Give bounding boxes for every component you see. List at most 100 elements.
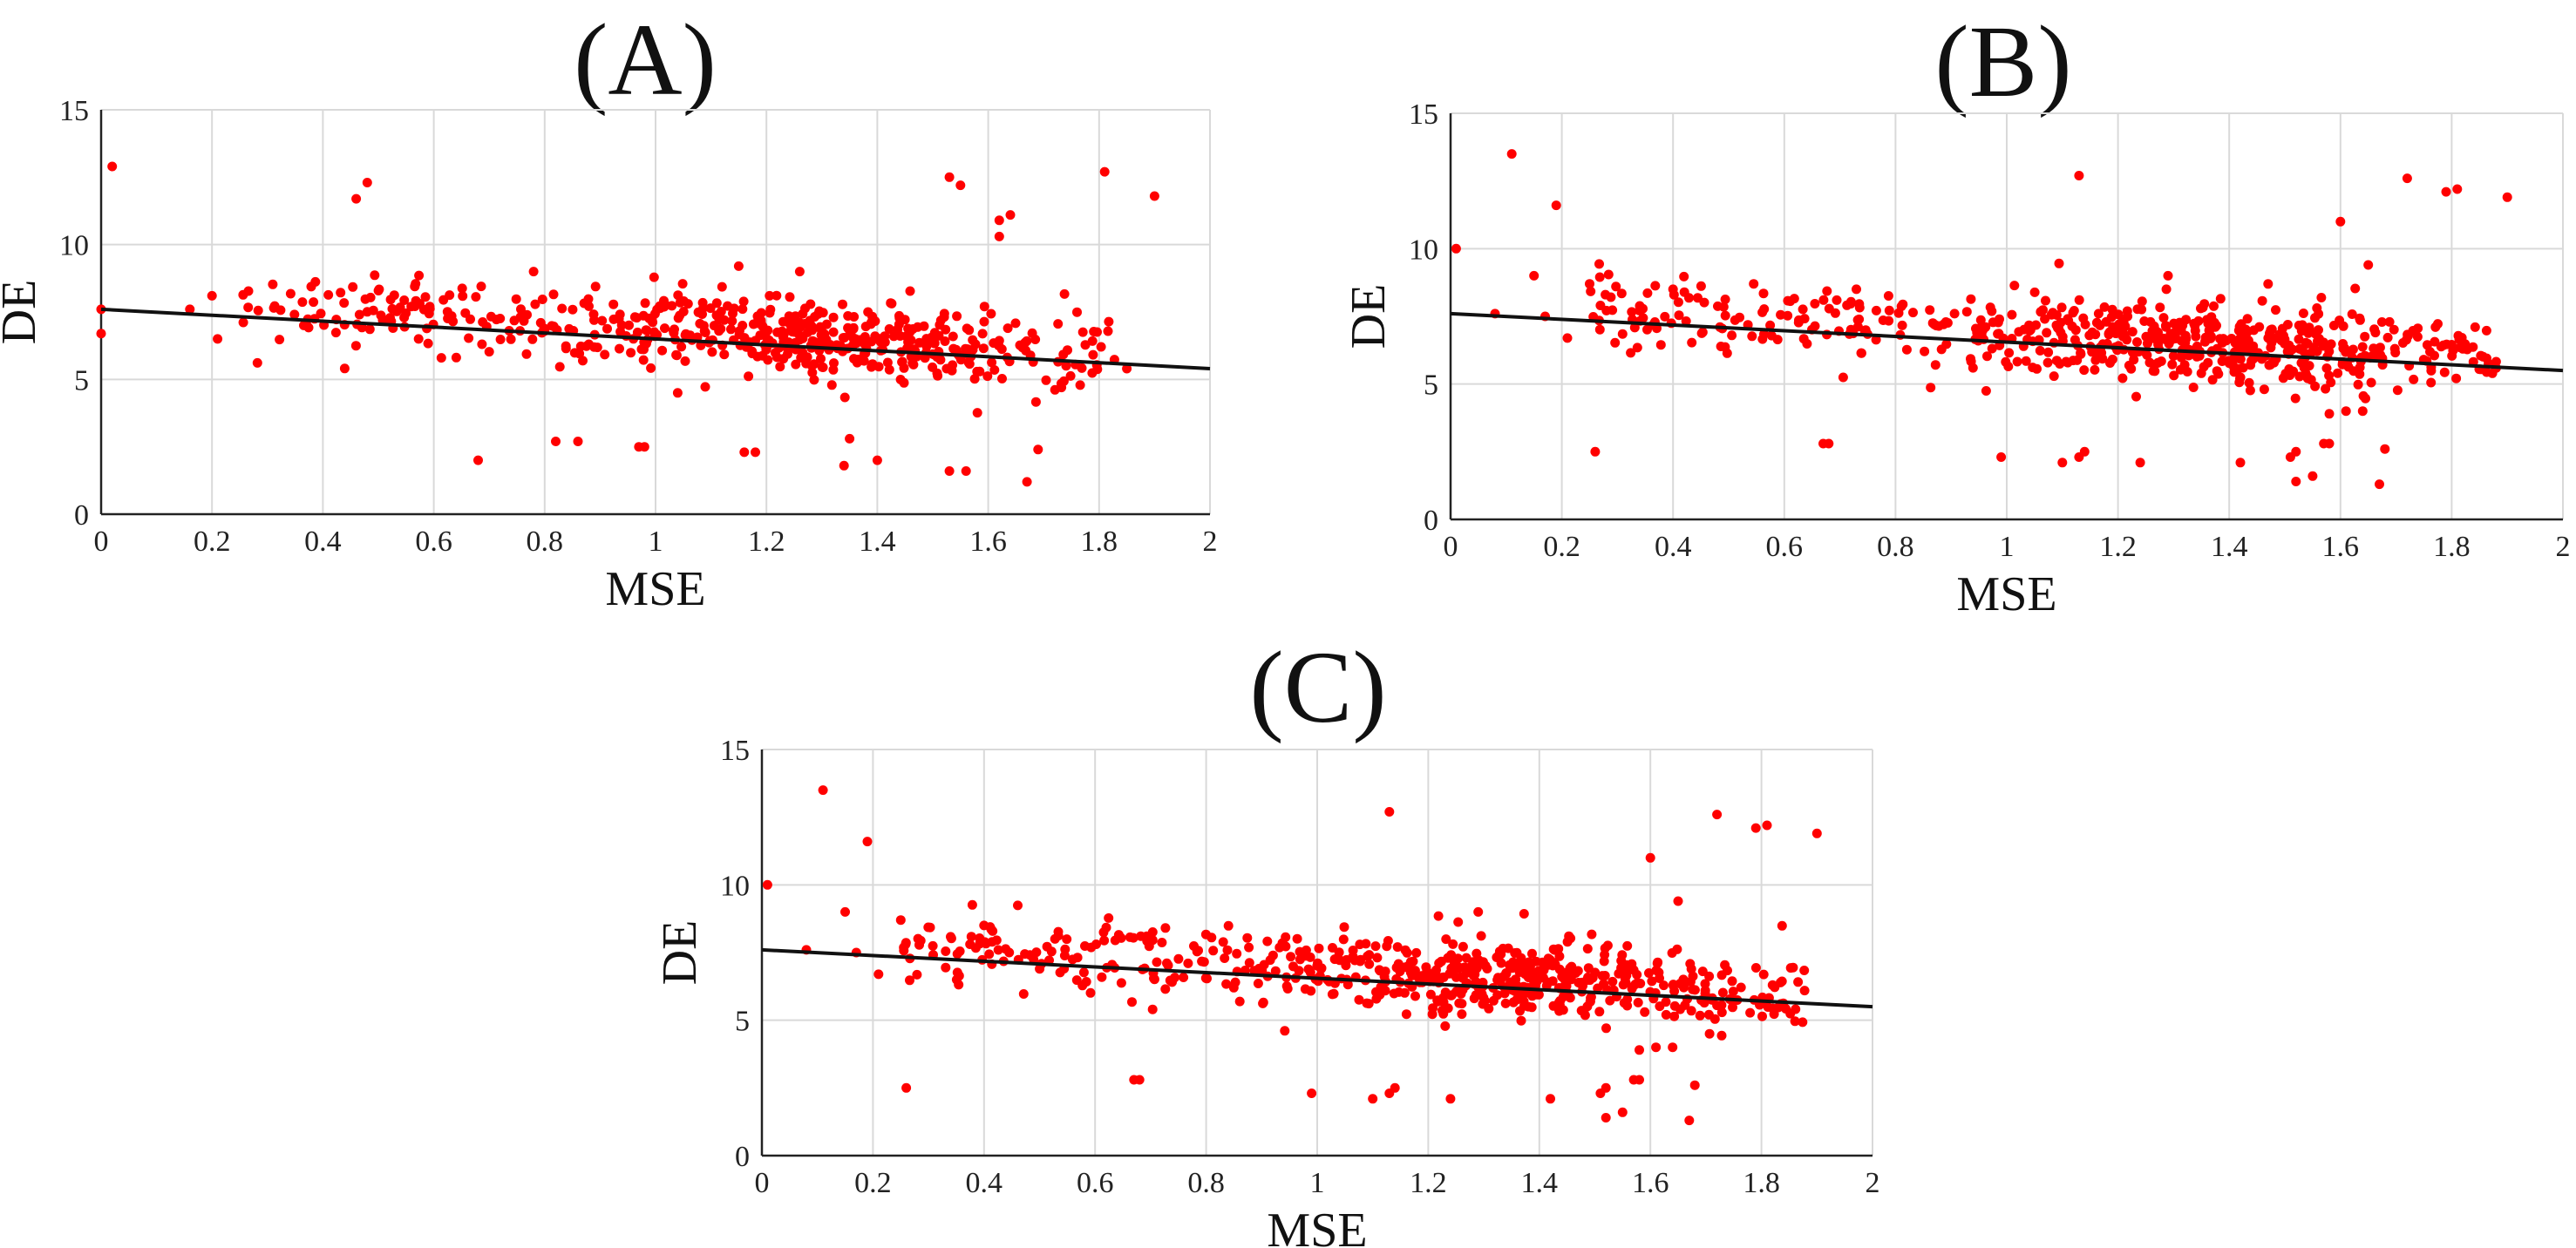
data-point: [709, 321, 719, 331]
x-tick-label: 0.6: [1077, 1167, 1114, 1199]
data-point: [978, 343, 989, 354]
data-point: [2091, 348, 2102, 358]
data-point: [1594, 1007, 1605, 1017]
data-point: [1856, 348, 1866, 358]
data-point: [1788, 962, 1798, 973]
data-point: [2426, 377, 2437, 388]
data-point: [1884, 305, 1894, 315]
data-point: [2409, 374, 2419, 384]
data-point: [2482, 367, 2491, 377]
data-point: [362, 178, 372, 187]
data-point: [336, 288, 346, 298]
data-point: [1926, 383, 1936, 393]
data-point: [1642, 288, 1653, 298]
x-tick-label: 0: [94, 526, 109, 558]
data-point: [1674, 310, 1684, 321]
data-point: [339, 298, 350, 309]
data-point: [530, 299, 540, 309]
data-point: [2355, 315, 2365, 325]
data-point: [1700, 979, 1710, 989]
data-point: [2199, 299, 2210, 309]
data-point: [2104, 329, 2114, 340]
data-point: [2375, 479, 2384, 490]
data-point: [1587, 929, 1597, 939]
data-point: [2259, 384, 2269, 395]
data-point: [2070, 325, 2081, 336]
data-point: [839, 460, 849, 471]
data-point: [2442, 339, 2452, 349]
data-point: [964, 325, 975, 336]
data-point: [791, 359, 801, 370]
data-point: [912, 969, 922, 980]
data-point: [816, 354, 826, 364]
data-point: [569, 348, 580, 358]
data-point: [451, 352, 461, 363]
data-point: [1160, 923, 1171, 933]
data-point: [2076, 349, 2086, 359]
data-point: [1558, 1005, 1568, 1015]
data-point: [1936, 344, 1947, 355]
data-point: [784, 311, 794, 322]
data-point: [1681, 316, 1691, 326]
data-point: [1627, 984, 1637, 994]
data-point: [1400, 945, 1410, 955]
data-point: [1018, 989, 1029, 999]
data-point: [471, 292, 481, 302]
data-point: [1473, 906, 1484, 917]
data-point: [1134, 1075, 1145, 1085]
data-point: [275, 305, 286, 315]
data-point: [2451, 373, 2462, 383]
data-point: [1029, 954, 1039, 965]
data-point: [979, 302, 989, 312]
x-axis-label: MSE: [1267, 1204, 1367, 1248]
data-point: [952, 949, 962, 960]
data-point: [2482, 353, 2491, 363]
data-point: [1871, 335, 1881, 345]
data-point: [1668, 1042, 1678, 1053]
data-point: [1697, 967, 1708, 977]
data-point: [395, 302, 405, 313]
data-point: [669, 326, 678, 336]
data-point: [2369, 343, 2379, 354]
data-point: [1371, 994, 1382, 1004]
data-point: [1647, 976, 1657, 987]
data-point: [1728, 987, 1738, 997]
data-point: [1292, 933, 1302, 944]
data-point: [2389, 324, 2399, 335]
data-point: [2153, 357, 2163, 368]
data-point: [473, 455, 483, 465]
data-point: [624, 320, 634, 330]
data-point: [848, 323, 859, 334]
data-point: [860, 339, 870, 349]
data-point: [373, 286, 384, 295]
data-point: [994, 215, 1004, 226]
data-point: [2001, 356, 2011, 367]
data-point: [1500, 998, 1511, 1008]
data-point: [1384, 807, 1395, 817]
data-point: [900, 315, 910, 325]
data-point: [1478, 999, 1488, 1009]
data-point: [1996, 452, 2007, 462]
data-point: [1987, 343, 1997, 354]
data-point: [1277, 938, 1288, 948]
data-point: [406, 302, 417, 312]
data-point: [578, 356, 588, 366]
data-point: [2158, 313, 2169, 323]
data-point: [458, 291, 468, 302]
data-point: [1722, 348, 1732, 358]
data-point: [2324, 409, 2335, 419]
data-point: [955, 180, 966, 191]
data-point: [1434, 973, 1444, 983]
data-point: [2312, 346, 2322, 356]
data-point: [1167, 977, 1177, 987]
data-point: [771, 290, 782, 301]
data-point: [1854, 299, 1865, 309]
data-point: [1061, 361, 1071, 371]
data-point: [2021, 356, 2031, 366]
data-point: [362, 307, 372, 317]
data-point: [673, 290, 683, 301]
data-point: [1122, 363, 1132, 374]
panel-b: (B) 0 0.2 0.4 0.6 0.8 1 1.2 1.4 1.6 1.8 2 0 5 10 15 MSE D…: [1342, 4, 2571, 621]
data-point: [819, 329, 830, 339]
data-point: [2074, 171, 2084, 180]
